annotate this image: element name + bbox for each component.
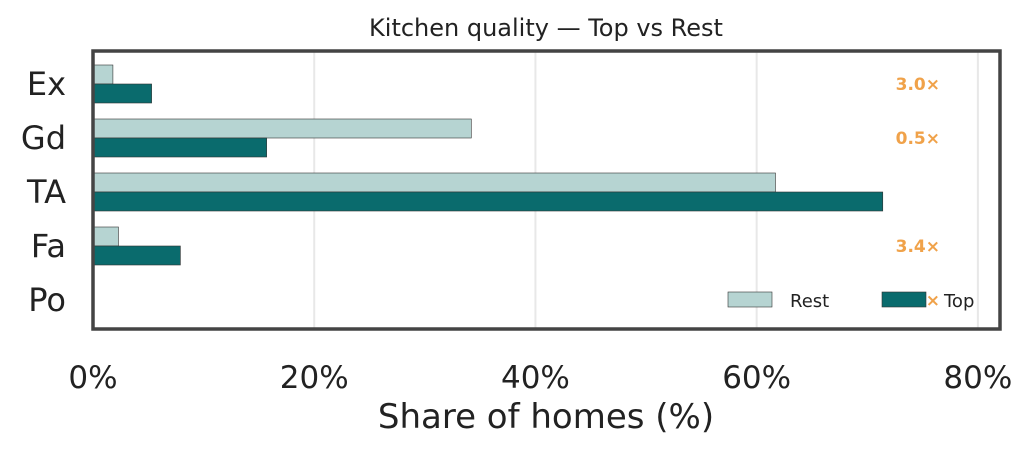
x-tick-label-0: 0% [68, 360, 117, 396]
bar-rest-ex [92, 64, 114, 85]
bars [92, 64, 884, 266]
ratio-labels: 3.0×0.5×3.4×0.0× [896, 75, 940, 311]
x-tick-labels: 0% 20% 40% 60% 80% [68, 360, 1012, 396]
y-tick-label-po: Po [28, 281, 66, 319]
legend-label-top: Top [943, 291, 974, 312]
x-tick-label-80: 80% [943, 360, 1012, 396]
bar-rest-fa [92, 226, 119, 247]
x-tick-label-20: 20% [280, 360, 349, 396]
plot-frame [91, 49, 1002, 331]
x-tick-label-40: 40% [501, 360, 570, 396]
bar-top-gd [92, 137, 267, 158]
chart-title: Kitchen quality — Top vs Rest [369, 14, 723, 42]
bar-rest-gd [92, 118, 472, 139]
bar-rest-ta [92, 172, 776, 193]
ratio-label-gd: 0.5× [896, 129, 940, 149]
x-axis-label: Share of homes (%) [378, 397, 714, 437]
legend-label-rest: Rest [790, 291, 829, 312]
ratio-label-ex: 3.0× [896, 75, 940, 95]
bar-top-fa [92, 245, 181, 266]
y-tick-labels: Ex Gd TA Fa Po [21, 65, 66, 319]
bar-top-ta [92, 191, 884, 212]
legend: Rest Top [727, 291, 974, 312]
y-tick-label-gd: Gd [21, 119, 66, 157]
x-tick-label-60: 60% [722, 360, 791, 396]
legend-swatch-rest [727, 291, 773, 308]
y-tick-label-ex: Ex [27, 65, 66, 103]
y-tick-label-ta: TA [26, 173, 66, 211]
y-tick-label-fa: Fa [31, 227, 66, 265]
bar-top-ex [92, 83, 152, 104]
legend-swatch-top [881, 291, 927, 308]
ratio-label-fa: 3.4× [896, 237, 940, 257]
